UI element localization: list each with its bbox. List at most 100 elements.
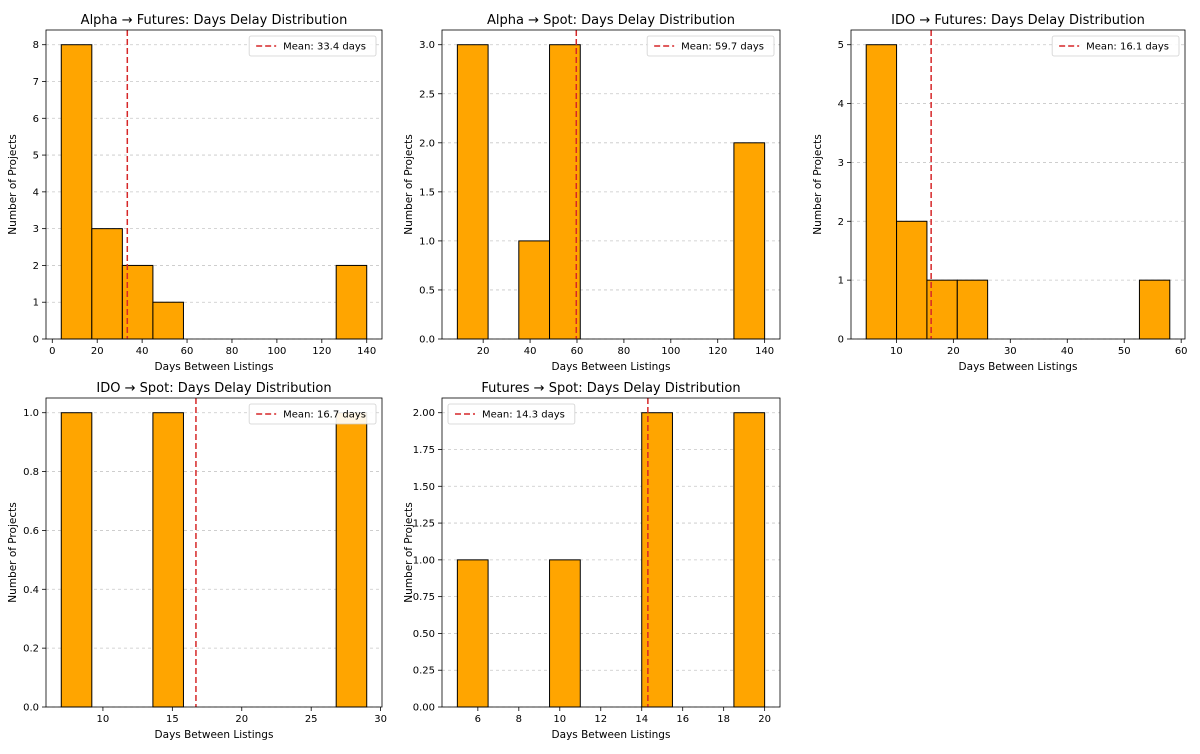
histogram-bar (60, 412, 93, 708)
x-tick-label: 60 (571, 346, 584, 357)
y-axis-label: Number of Projects (7, 134, 19, 234)
x-tick-label: 60 (181, 346, 194, 357)
y-tick-label: 2.0 (419, 138, 435, 149)
x-tick-label: 20 (91, 346, 104, 357)
x-tick-label: 120 (312, 346, 331, 357)
histogram-bar (865, 44, 898, 340)
y-tick-label: 0 (838, 335, 844, 346)
y-tick-label: 4 (33, 187, 39, 198)
x-tick-label: 80 (226, 346, 239, 357)
subplot: 0.0 0.5 1.0 1.5 2.0 2.5 3.0 20 40 60 80 100 120 140 Al… (403, 13, 781, 373)
y-tick-label: 1 (33, 298, 39, 309)
histogram-bar (733, 412, 766, 708)
histogram-bar (641, 412, 673, 708)
y-tick-label: 1.5 (419, 187, 435, 198)
histogram-bar (1138, 279, 1171, 340)
y-tick-label: 3 (838, 158, 844, 169)
axes-frame (45, 397, 383, 708)
legend: Mean: 33.4 days (248, 35, 377, 57)
x-tick-label: 40 (524, 346, 537, 357)
x-tick-label: 25 (305, 714, 318, 725)
x-tick-label: 30 (374, 714, 387, 725)
y-tick-label: 8 (33, 40, 39, 51)
y-tick-label: 0.25 (413, 666, 435, 677)
legend-box (646, 35, 775, 57)
histogram-bar (733, 142, 766, 340)
legend-label: Mean: 16.7 days (283, 410, 366, 421)
y-tick-label: 7 (33, 77, 39, 88)
x-tick-label: 80 (618, 346, 631, 357)
y-tick-label: 1.75 (413, 445, 435, 456)
y-axis-label: Number of Projects (403, 502, 415, 602)
y-tick-label: 0 (33, 335, 39, 346)
histogram-bar (456, 44, 489, 340)
y-tick-label: 1.00 (413, 555, 435, 566)
x-tick-label: 14 (635, 714, 648, 725)
subplot: 0.0 0.2 0.4 0.6 0.8 1.0 10 15 20 25 30 IDO → Spot: … (7, 381, 387, 741)
y-tick-label: 4 (838, 99, 844, 110)
x-tick-label: 8 (516, 714, 522, 725)
histogram-bar (518, 240, 551, 340)
chart-title: IDO → Spot: Days Delay Distribution (96, 381, 331, 396)
x-tick-label: 100 (661, 346, 680, 357)
x-tick-label: 18 (717, 714, 730, 725)
axes-frame (45, 29, 383, 340)
x-tick-label: 10 (97, 714, 110, 725)
y-tick-label: 2.00 (413, 408, 435, 419)
x-tick-label: 140 (357, 346, 376, 357)
legend: Mean: 14.3 days (447, 403, 576, 425)
legend-box (447, 403, 576, 425)
legend-label: Mean: 59.7 days (681, 42, 764, 53)
chart-title: IDO → Futures: Days Delay Distribution (891, 13, 1145, 28)
histogram-bar (896, 220, 928, 340)
x-tick-label: 0 (49, 346, 55, 357)
x-axis-label: Days Between Listings (552, 729, 671, 741)
x-tick-label: 20 (947, 346, 960, 357)
histogram-bar (152, 412, 184, 708)
x-axis-label: Days Between Listings (959, 361, 1078, 373)
x-tick-label: 15 (166, 714, 179, 725)
y-tick-label: 0.2 (23, 644, 39, 655)
x-tick-label: 12 (594, 714, 607, 725)
x-tick-label: 20 (477, 346, 490, 357)
legend: Mean: 59.7 days (646, 35, 775, 57)
legend-box (248, 35, 377, 57)
x-tick-label: 16 (676, 714, 689, 725)
histogram-bar (91, 228, 123, 340)
x-axis-label: Days Between Listings (552, 361, 671, 373)
y-tick-label: 3 (33, 224, 39, 235)
legend-label: Mean: 33.4 days (283, 42, 366, 53)
histogram-bar (456, 559, 489, 708)
x-tick-label: 40 (1061, 346, 1074, 357)
histogram-bar (335, 264, 368, 340)
histogram-bar (335, 412, 368, 708)
x-tick-label: 20 (235, 714, 248, 725)
x-tick-label: 20 (758, 714, 771, 725)
x-tick-label: 120 (708, 346, 727, 357)
y-tick-label: 2.5 (419, 89, 435, 100)
legend: Mean: 16.7 days (248, 403, 377, 425)
y-tick-label: 0.0 (23, 703, 39, 714)
y-tick-label: 0.00 (413, 703, 435, 714)
y-tick-label: 0.75 (413, 592, 435, 603)
chart-title: Futures → Spot: Days Delay Distribution (481, 381, 740, 396)
x-tick-label: 60 (1175, 346, 1188, 357)
y-axis-label: Number of Projects (812, 134, 824, 234)
histogram-bar (956, 279, 989, 340)
histogram-bar (60, 44, 93, 340)
y-axis-label: Number of Projects (403, 134, 415, 234)
y-tick-label: 6 (33, 114, 39, 125)
x-tick-label: 10 (890, 346, 903, 357)
y-tick-label: 0.5 (419, 285, 435, 296)
y-tick-label: 1.25 (413, 519, 435, 530)
y-tick-label: 2 (33, 261, 39, 272)
y-tick-label: 1.0 (23, 408, 39, 419)
histogram-bar (152, 301, 184, 340)
y-tick-label: 1 (838, 276, 844, 287)
y-tick-label: 1.50 (413, 482, 435, 493)
legend-box (1051, 35, 1180, 57)
x-tick-label: 10 (553, 714, 566, 725)
